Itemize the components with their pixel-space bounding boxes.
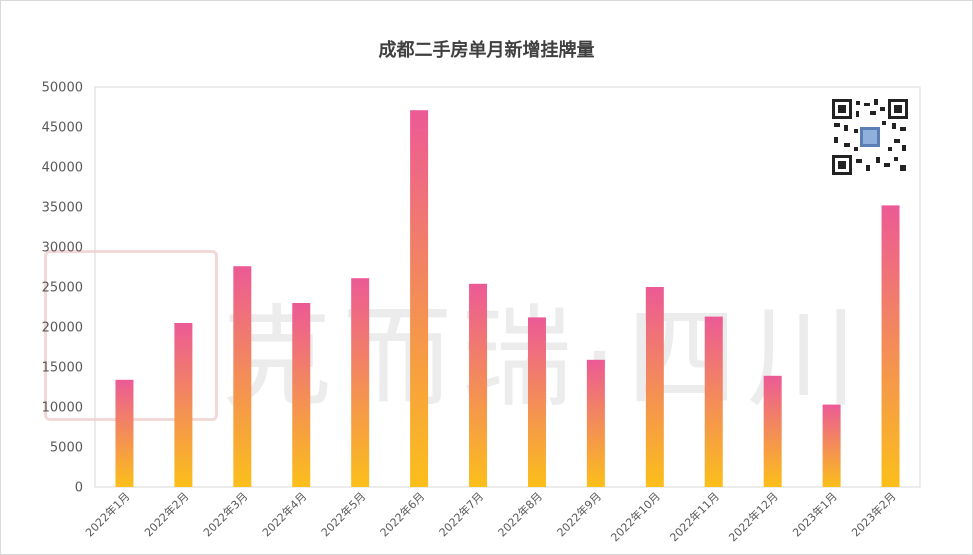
y-tick-label: 50000 (42, 81, 83, 96)
y-tick-label: 45000 (42, 121, 83, 136)
x-tick-label: 2023年1月 (790, 489, 840, 539)
bar-2022年6月 (410, 110, 429, 487)
x-tick-label: 2022年9月 (554, 489, 604, 539)
bar-2022年3月 (233, 266, 252, 487)
y-tick-label: 15000 (42, 361, 83, 376)
plot-area (94, 86, 921, 488)
bar-2022年12月 (763, 375, 782, 487)
x-tick-label: 2022年3月 (200, 489, 250, 539)
y-tick-label: 30000 (42, 241, 83, 256)
x-tick-label: 2023年2月 (848, 489, 898, 539)
y-tick-label: 25000 (42, 281, 83, 296)
bar-2023年1月 (822, 404, 841, 487)
y-tick-label: 0 (75, 481, 83, 496)
bar-2022年1月 (115, 379, 134, 487)
y-tick-label: 40000 (42, 161, 83, 176)
chart-title: 成都二手房单月新增挂牌量 (378, 40, 595, 61)
x-tick-label: 2022年11月 (667, 489, 722, 544)
qr-code-icon (832, 99, 908, 175)
x-tick-label: 2022年5月 (318, 489, 368, 539)
x-tick-label: 2022年7月 (436, 489, 486, 539)
bar-2022年4月 (292, 303, 311, 487)
bar-2022年9月 (586, 359, 605, 487)
bar-2022年5月 (351, 278, 370, 487)
x-tick-label: 2022年8月 (495, 489, 545, 539)
y-tick-label: 35000 (42, 201, 83, 216)
bar-2022年2月 (174, 323, 193, 487)
x-tick-label: 2022年2月 (141, 489, 191, 539)
y-tick-label: 5000 (50, 441, 83, 456)
bar-2022年11月 (704, 316, 723, 487)
y-tick-label: 10000 (42, 401, 83, 416)
x-tick-label: 2022年12月 (726, 489, 781, 544)
x-tick-label: 2022年10月 (608, 489, 663, 544)
bar-2023年2月 (881, 205, 900, 487)
x-tick-label: 2022年4月 (259, 489, 309, 539)
x-tick-label: 2022年6月 (377, 489, 427, 539)
y-tick-label: 20000 (42, 321, 83, 336)
bar-2022年8月 (527, 317, 546, 487)
bar-2022年7月 (469, 283, 488, 487)
x-tick-label: 2022年1月 (82, 489, 132, 539)
bar-2022年10月 (645, 287, 664, 487)
